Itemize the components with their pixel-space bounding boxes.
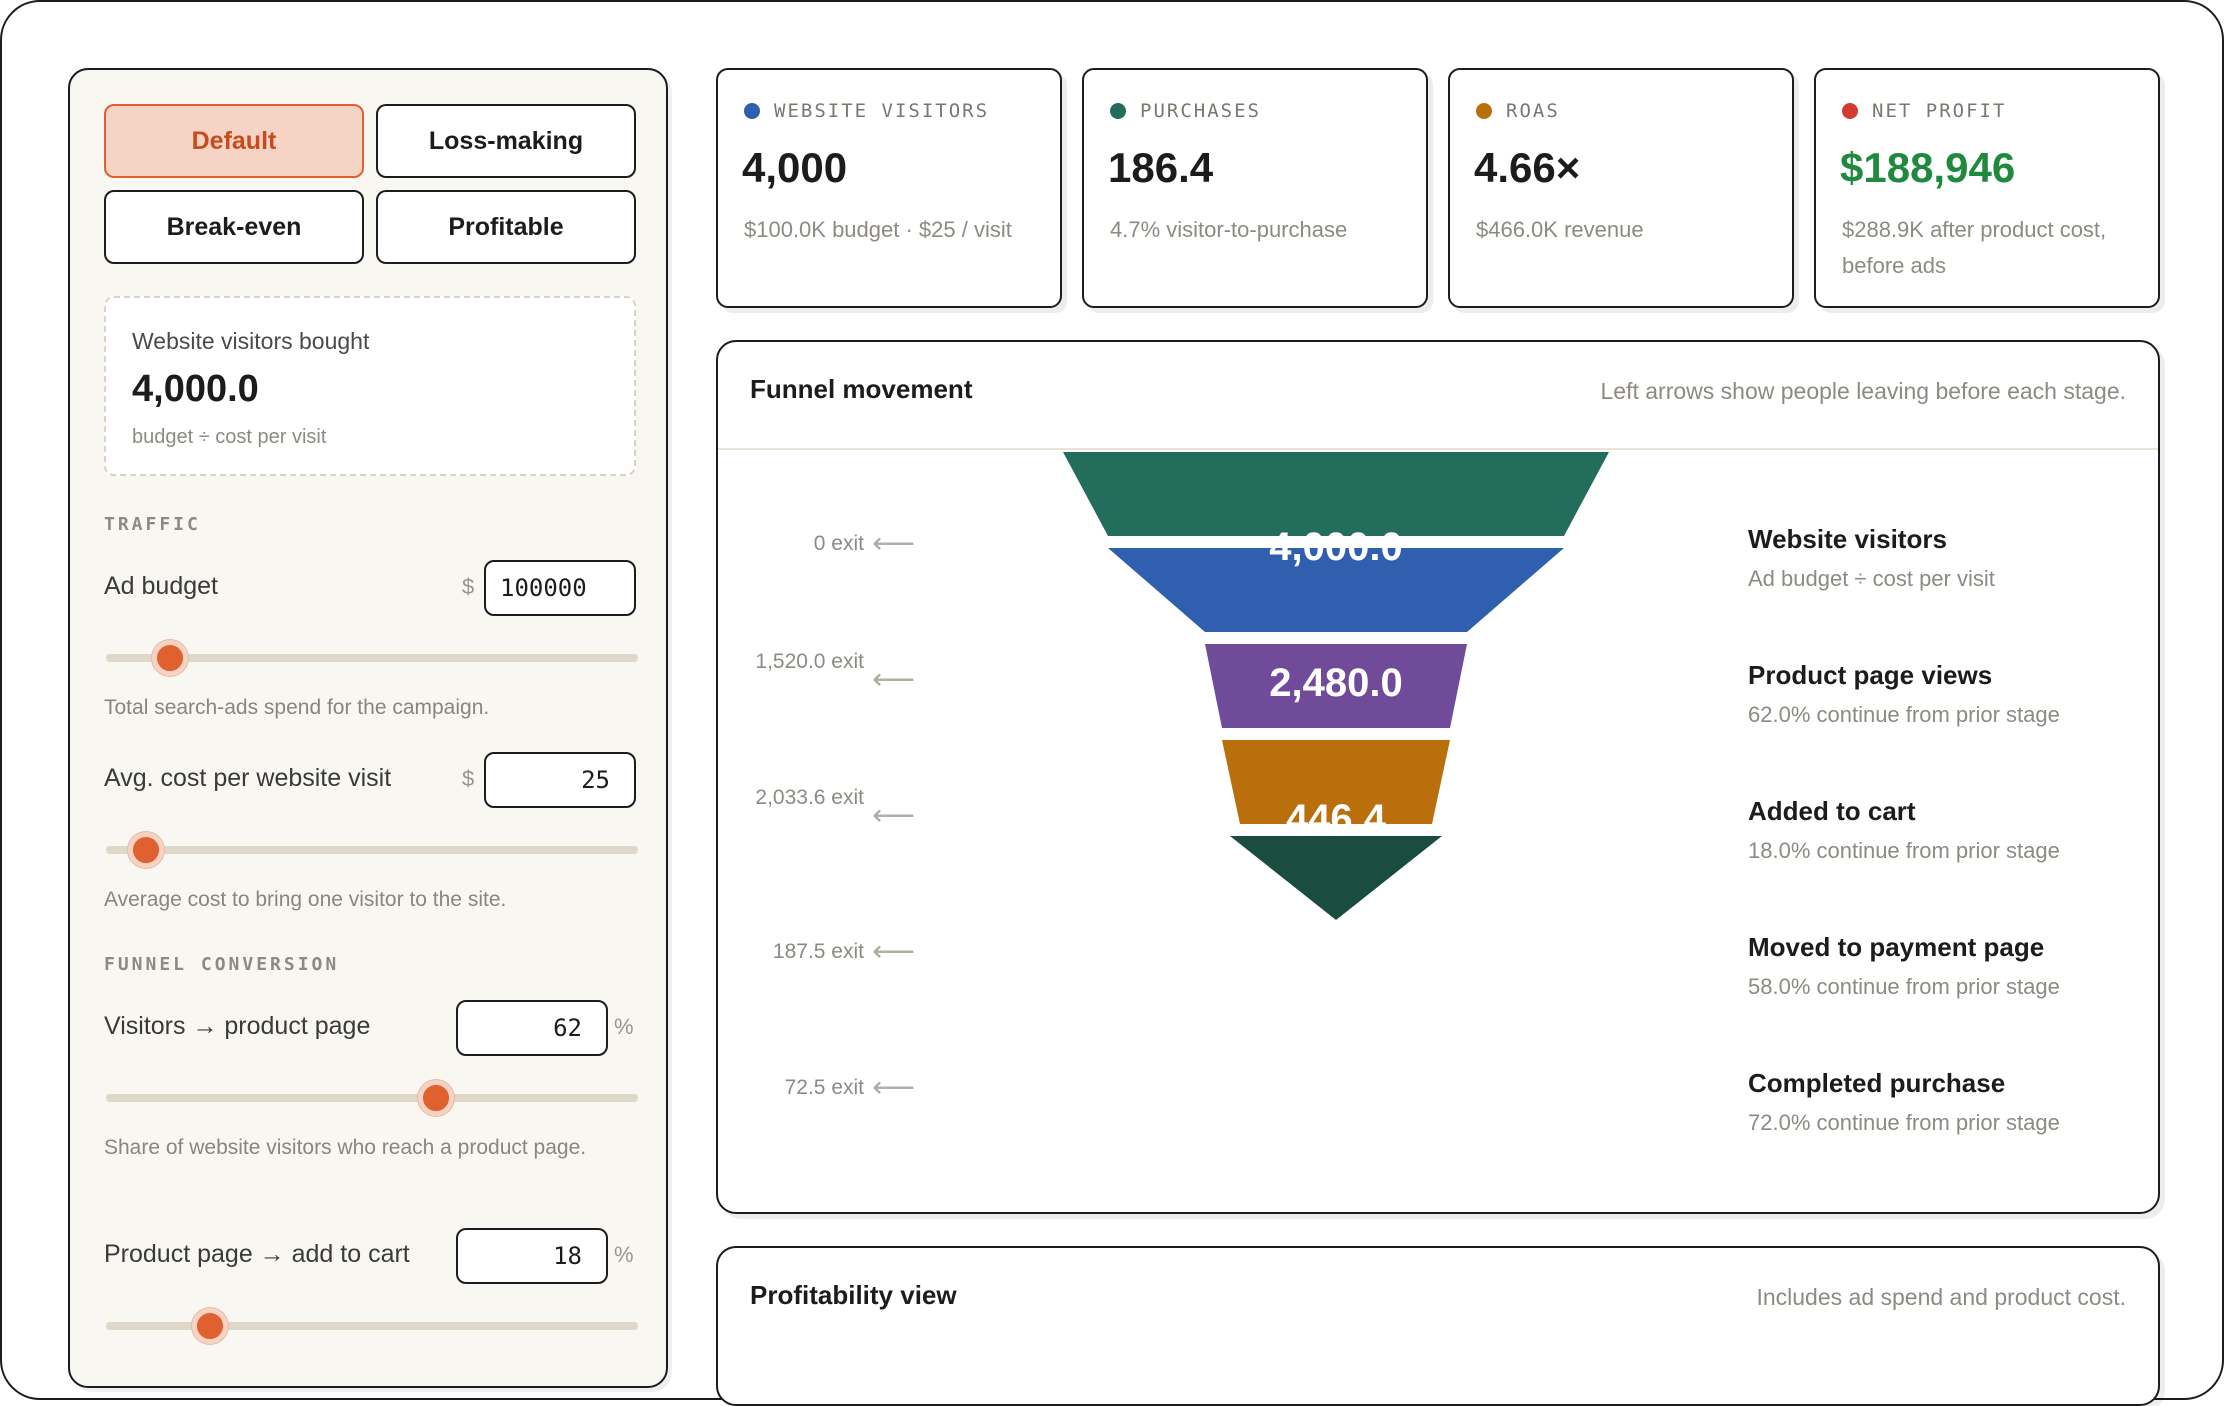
stage-name: Moved to payment page xyxy=(1748,932,2045,962)
kpi-dot-icon xyxy=(1476,103,1492,119)
kpi-card-net-profit: NET PROFIT $188,946 $288.9K after produc… xyxy=(1814,68,2160,308)
card-divider xyxy=(718,448,2158,450)
kpi-value: 186.4 xyxy=(1108,144,1214,191)
exit-label: 187.5 exit xyxy=(772,940,864,963)
funnel-stage-product-page-views xyxy=(1108,548,1564,632)
product-to-cart-slider[interactable] xyxy=(106,1308,638,1344)
funnel-stage-value: 2,480.0 xyxy=(1269,661,1402,705)
kpi-label: PURCHASES xyxy=(1140,100,1261,122)
kpi-value: 4.66× xyxy=(1474,144,1581,191)
left-arrow-icon: ⟵ xyxy=(872,799,916,832)
kpi-dot-icon xyxy=(1110,103,1126,119)
product-to-cart-input[interactable] xyxy=(456,1228,608,1284)
kpi-value: 4,000 xyxy=(742,144,848,191)
ad-budget-unit: $ xyxy=(462,574,475,599)
stage-desc: 18.0% continue from prior stage xyxy=(1748,838,2060,863)
stage-desc: 58.0% continue from prior stage xyxy=(1748,974,2060,999)
ad-budget-slider[interactable] xyxy=(106,640,638,676)
exit-label: 2,033.6 exit xyxy=(755,786,864,809)
kpi-card-roas: ROAS 4.66× $466.0K revenue xyxy=(1448,68,1794,308)
controls-panel: Default Loss-making Break-even Profitabl… xyxy=(68,68,668,1388)
visitors-to-product-slider[interactable] xyxy=(106,1080,638,1116)
visitors-bought-formula: budget ÷ cost per visit xyxy=(132,426,327,448)
kpi-label: NET PROFIT xyxy=(1872,100,2007,122)
funnel-stage-value: 4,000.0 xyxy=(1269,525,1402,569)
product-to-cart-slider-thumb[interactable] xyxy=(191,1308,228,1344)
funnel-chart: 4,000.0 2,480.0 446.4 258.9 186.4 xyxy=(1063,452,1609,1113)
kpi-label: WEBSITE VISITORS xyxy=(774,100,990,122)
visitors-to-product-slider-thumb[interactable] xyxy=(417,1080,454,1116)
ad-budget-input[interactable] xyxy=(484,560,636,616)
kpi-sub: 4.7% visitor-to-purchase xyxy=(1110,217,1348,242)
funnel-stage-added-to-cart xyxy=(1205,644,1467,728)
left-arrow-icon: ⟵ xyxy=(872,663,916,696)
visitors-to-product-label: Visitors → product page xyxy=(104,1012,371,1040)
exit-label: 72.5 exit xyxy=(784,1076,864,1099)
kpi-dot-icon xyxy=(1842,103,1858,119)
kpi-sub: $100.0K budget · $25 / visit xyxy=(744,217,1012,242)
visitors-bought-value: 4,000.0 xyxy=(132,368,259,410)
exit-label: 1,520.0 exit xyxy=(755,650,864,673)
left-arrow-icon: ⟵ xyxy=(872,935,916,968)
funnel-stage-value: 446.4 xyxy=(1286,797,1387,841)
ad-budget-help: Total search-ads spend for the campaign. xyxy=(104,696,490,719)
ad-budget-slider-thumb[interactable] xyxy=(151,640,188,676)
kpi-card-purchases: PURCHASES 186.4 4.7% visitor-to-purchase xyxy=(1082,68,1428,308)
stage-name: Completed purchase xyxy=(1748,1068,2006,1098)
funnel-stage-website-visitors xyxy=(1063,452,1609,536)
funnel-card-note: Left arrows show people leaving before e… xyxy=(1600,378,2127,404)
stage-name: Added to cart xyxy=(1748,796,1916,826)
cost-per-visit-unit: $ xyxy=(462,766,475,791)
stage-name: Website visitors xyxy=(1748,524,1947,554)
stage-desc: 62.0% continue from prior stage xyxy=(1748,702,2060,727)
product-to-cart-unit: % xyxy=(614,1242,634,1267)
profitability-card-note: Includes ad spend and product cost. xyxy=(1756,1284,2126,1310)
funnel-stage-value: 258.9 xyxy=(1286,933,1386,977)
visitors-bought-box: Website visitors bought 4,000.0 budget ÷… xyxy=(104,296,636,476)
kpi-label: ROAS xyxy=(1506,100,1560,122)
left-arrow-icon: ⟵ xyxy=(872,1071,916,1104)
visitors-bought-label: Website visitors bought xyxy=(132,328,370,354)
kpi-value: $188,946 xyxy=(1840,144,2016,191)
cost-per-visit-input[interactable] xyxy=(484,752,636,808)
preset-break-even-button[interactable]: Break-even xyxy=(104,190,364,264)
cost-per-visit-slider-thumb[interactable] xyxy=(127,832,164,868)
cost-per-visit-label: Avg. cost per website visit xyxy=(104,764,392,792)
profitability-card-title: Profitability view xyxy=(750,1280,957,1310)
product-to-cart-label: Product page → add to cart xyxy=(104,1240,410,1268)
cost-per-visit-help: Average cost to bring one visitor to the… xyxy=(104,888,507,911)
preset-default-button[interactable]: Default xyxy=(104,104,364,178)
kpi-sub: $288.9K after product cost, before ads xyxy=(1842,217,2107,278)
exit-label: 0 exit xyxy=(813,532,864,555)
kpi-dot-icon xyxy=(744,103,760,119)
ad-budget-label: Ad budget xyxy=(104,572,218,600)
funnel-conversion-section-label: FUNNEL CONVERSION xyxy=(104,954,340,975)
funnel-card-title: Funnel movement xyxy=(750,374,973,404)
kpi-card-website-visitors: WEBSITE VISITORS 4,000 $100.0K budget · … xyxy=(716,68,1062,308)
stage-desc: 72.0% continue from prior stage xyxy=(1748,1110,2060,1135)
stage-name: Product page views xyxy=(1748,660,1993,690)
visitors-to-product-help: Share of website visitors who reach a pr… xyxy=(104,1136,587,1159)
funnel-stage-payment-page xyxy=(1222,740,1450,824)
cost-per-visit-slider[interactable] xyxy=(106,832,638,868)
funnel-movement-card: Funnel movement Left arrows show people … xyxy=(716,340,2160,1214)
left-arrow-icon: ⟵ xyxy=(872,527,916,560)
traffic-section-label: TRAFFIC xyxy=(104,514,201,535)
visitors-to-product-input[interactable] xyxy=(456,1000,608,1056)
funnel-stage-completed-purchase xyxy=(1230,836,1442,920)
profitability-card: Profitability view Includes ad spend and… xyxy=(716,1246,2160,1406)
funnel-stage-value: 186.4 xyxy=(1286,1069,1387,1113)
preset-profitable-button[interactable]: Profitable xyxy=(376,190,636,264)
visitors-to-product-unit: % xyxy=(614,1014,634,1039)
preset-loss-making-button[interactable]: Loss-making xyxy=(376,104,636,178)
kpi-sub: $466.0K revenue xyxy=(1476,217,1644,242)
stage-desc: Ad budget ÷ cost per visit xyxy=(1748,566,1995,591)
